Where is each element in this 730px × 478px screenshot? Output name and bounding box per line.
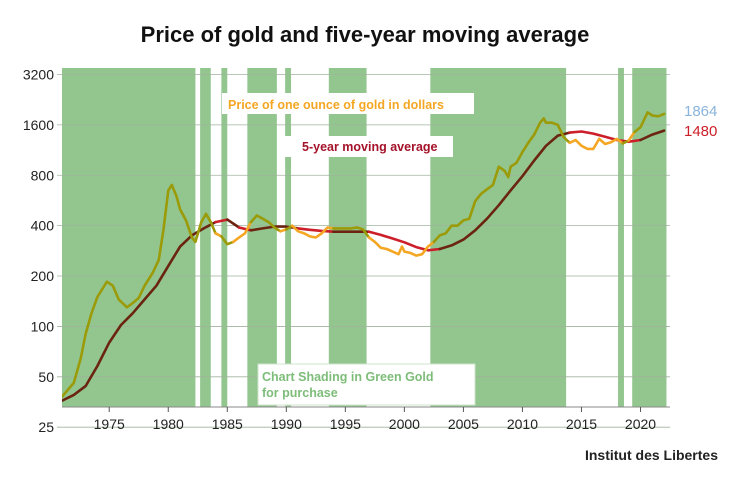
average-segment-7: [367, 230, 442, 252]
average-series-annotation: 5-year moving average: [283, 136, 453, 157]
average-segment-5: [296, 227, 335, 233]
average-segment-3: [237, 226, 253, 232]
y-tick-label-5: 800: [31, 167, 55, 183]
y-tick-label-1: 50: [38, 369, 54, 385]
price-segment-7: [290, 224, 335, 239]
x-tick-label-8: 2015: [566, 416, 597, 432]
x-tick-label-9: 2020: [625, 416, 656, 432]
y-tick-label-6: 1600: [23, 117, 54, 133]
x-tick-label-7: 2010: [507, 416, 538, 432]
price-segment-3: [231, 220, 253, 244]
last-price-value: 1864: [684, 103, 717, 120]
price-segment-0: [62, 183, 217, 399]
price-series-annotation: Price of one ounce of gold in dollars: [222, 93, 474, 114]
moving-average-series: [62, 129, 666, 403]
x-tick-label-0: 1975: [94, 416, 125, 432]
y-tick-label-7: 3200: [23, 67, 54, 83]
shaded-period-8: [632, 68, 667, 407]
last-average-value: 1480: [684, 123, 717, 140]
y-axis-ticks: 25 50 100 200 400 800 1600 3200: [23, 67, 54, 436]
price-series-label: Price of one ounce of gold in dollars: [228, 98, 444, 112]
shaded-period-3: [247, 68, 277, 407]
shaded-period-1: [200, 68, 211, 407]
price-segment-2: [220, 235, 235, 246]
y-tick-label-4: 400: [31, 218, 55, 234]
shaded-period-4: [285, 68, 292, 407]
source-credit: Institut des Libertes: [584, 447, 718, 463]
price-segment-4: [249, 214, 282, 233]
price-segment-8: [332, 226, 371, 239]
x-tick-label-5: 2000: [389, 416, 420, 432]
shaded-period-7: [618, 68, 624, 407]
x-tick-label-6: 2005: [448, 416, 479, 432]
shading-label-line-1: Chart Shading in Green Gold: [262, 370, 434, 384]
y-tick-label-3: 200: [31, 268, 55, 284]
average-segment-0: [62, 220, 217, 403]
average-segment-1: [214, 218, 229, 224]
price-segment-9: [367, 236, 436, 257]
x-tick-label-3: 1990: [271, 416, 302, 432]
shaded-period-5: [328, 68, 367, 407]
y-tick-label-0: 25: [38, 419, 54, 435]
gold-price-series: [62, 111, 666, 399]
chart-title: Price of gold and five-year moving avera…: [140, 22, 590, 47]
shaded-period-6: [430, 68, 567, 407]
x-tick-label-4: 1995: [330, 416, 361, 432]
price-segment-14: [633, 111, 666, 134]
average-segment-10: [639, 129, 666, 142]
average-series-label: 5-year moving average: [302, 140, 438, 154]
price-segment-13: [627, 130, 636, 142]
x-tick-label-1: 1980: [153, 416, 184, 432]
average-segment-2: [226, 218, 241, 229]
average-segment-8: [438, 131, 572, 251]
horizontal-gridlines: [57, 74, 670, 428]
y-tick-label-2: 100: [31, 318, 55, 334]
series-layer: [62, 111, 666, 403]
price-segment-11: [568, 137, 625, 151]
shading-label-line-2: for purchase: [262, 386, 338, 400]
shaded-period-2: [221, 68, 228, 407]
x-tick-label-2: 1985: [212, 416, 243, 432]
shading-annotation: Chart Shading in Green Gold for purchase: [257, 363, 476, 406]
price-segment-10: [432, 117, 572, 244]
x-axis-ticks: 1975 1980 1985 1990 1995 2000 2005 2010 2015 2020: [62, 406, 670, 432]
